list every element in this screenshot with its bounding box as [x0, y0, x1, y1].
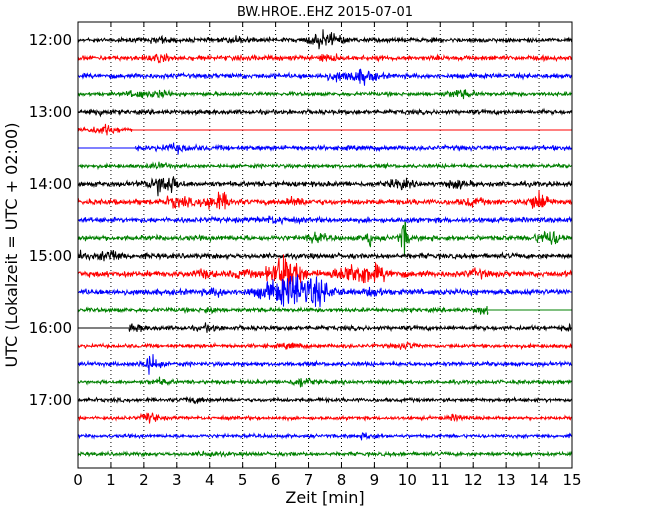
x-tick-label: 14: [530, 471, 549, 489]
x-tick-label: 15: [562, 471, 581, 489]
trace-row: [77, 354, 573, 375]
trace-row: [77, 340, 573, 351]
trace-waveform: [77, 215, 573, 226]
x-tick-label: 0: [73, 471, 83, 489]
trace-waveform: [77, 249, 573, 262]
y-tick-label: 17:00: [29, 391, 72, 409]
trace-waveform: [77, 340, 573, 351]
x-axis-label: Zeit [min]: [285, 488, 364, 507]
trace-row: [77, 176, 573, 197]
trace-row: [77, 161, 573, 171]
trace-row: [78, 322, 572, 333]
trace-row: [78, 142, 573, 155]
y-tick-label: 16:00: [29, 319, 72, 337]
trace-waveform: [77, 395, 573, 405]
trace-waveform: [77, 123, 133, 136]
trace-waveform: [77, 432, 573, 441]
trace-waveform: [77, 68, 573, 86]
trace-row: [77, 432, 573, 441]
trace-waveform: [77, 89, 573, 100]
trace-row: [77, 221, 573, 257]
x-tick-label: 7: [304, 471, 314, 489]
trace-waveform: [77, 107, 573, 118]
trace-row: [77, 53, 573, 64]
trace-waveform: [77, 254, 573, 298]
x-tick-label: 2: [139, 471, 149, 489]
trace-waveform: [128, 322, 572, 333]
trace-waveform: [77, 412, 573, 424]
x-tick-label: 8: [337, 471, 347, 489]
trace-row: [77, 395, 573, 405]
chart-title: BW.HROE..EHZ 2015-07-01: [237, 5, 413, 20]
x-tick-label: 4: [205, 471, 215, 489]
trace-row: [77, 215, 573, 226]
trace-row: [77, 249, 573, 262]
trace-waveform: [77, 161, 573, 171]
trace-waveform: [77, 376, 573, 388]
trace-waveform: [77, 176, 573, 197]
trace-layer: [77, 29, 573, 459]
plot-frame: [77, 21, 573, 469]
trace-row: [77, 29, 573, 50]
trace-waveform: [77, 354, 573, 375]
x-tick-label: 6: [271, 471, 281, 489]
x-tick-label: 12: [464, 471, 483, 489]
trace-row: [77, 376, 573, 388]
trace-row: [77, 123, 572, 136]
trace-row: [77, 68, 573, 86]
x-tick-label: 1: [106, 471, 116, 489]
trace-waveform: [135, 142, 573, 155]
trace-row: [77, 305, 572, 315]
trace-waveform: [77, 53, 573, 64]
trace-waveform: [77, 305, 489, 315]
x-tick-label: 11: [431, 471, 450, 489]
trace-waveform: [77, 29, 573, 50]
tick-layer: 0 1 2 3 4 5 6 7 8 9 10 11 12 13 14 1512:0013:0014:0015:…: [29, 22, 582, 489]
y-tick-label: 13:00: [29, 103, 72, 121]
y-axis-label: UTC (Lokalzeit = UTC + 02:00): [2, 123, 21, 368]
trace-row: [77, 107, 573, 118]
trace-waveform: [77, 190, 573, 210]
trace-row: [77, 254, 573, 298]
y-tick-label: 12:00: [29, 31, 72, 49]
x-tick-label: 10: [398, 471, 417, 489]
trace-row: [77, 450, 573, 459]
x-tick-label: 9: [370, 471, 380, 489]
trace-row: [77, 274, 573, 308]
trace-waveform: [77, 450, 573, 459]
y-tick-label: 15:00: [29, 247, 72, 265]
y-tick-label: 14:00: [29, 175, 72, 193]
trace-row: [77, 190, 573, 210]
x-tick-label: 5: [238, 471, 248, 489]
trace-waveform: [77, 274, 573, 308]
x-tick-label: 13: [497, 471, 516, 489]
trace-waveform: [77, 221, 573, 257]
x-tick-label: 3: [172, 471, 182, 489]
trace-row: [77, 412, 573, 424]
trace-row: [77, 89, 573, 100]
